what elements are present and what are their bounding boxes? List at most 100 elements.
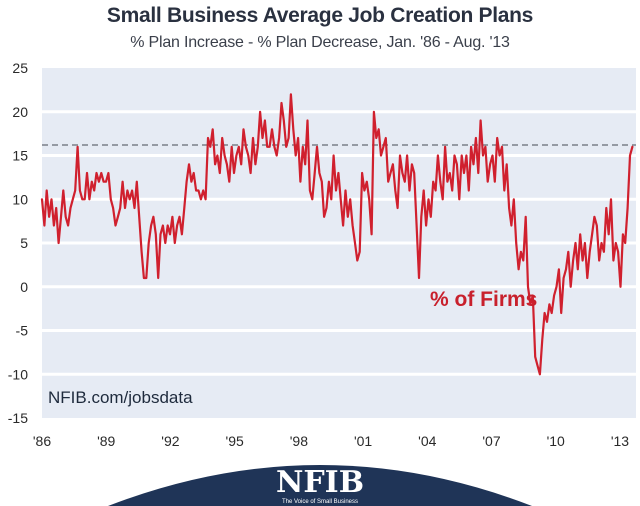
data-point <box>563 277 565 279</box>
data-point <box>529 303 532 305</box>
data-point <box>306 119 309 122</box>
data-point <box>107 172 109 174</box>
data-point <box>162 224 164 227</box>
data-point <box>285 146 287 148</box>
data-point <box>456 163 458 165</box>
data-point <box>482 154 484 157</box>
data-point <box>60 216 62 218</box>
data-point <box>197 189 200 192</box>
data-point <box>399 154 401 157</box>
data-point <box>532 294 534 297</box>
data-point <box>491 154 494 157</box>
data-point <box>119 207 121 209</box>
data-point <box>299 181 301 183</box>
y-tick-label: 20 <box>12 104 28 120</box>
data-point <box>252 137 254 139</box>
data-point <box>468 189 470 192</box>
data-point <box>361 172 363 174</box>
data-point <box>50 198 53 200</box>
data-point <box>536 364 539 367</box>
data-point <box>183 207 185 209</box>
data-point <box>311 198 313 200</box>
data-point <box>228 181 230 183</box>
data-point <box>77 146 79 148</box>
data-point <box>342 224 344 227</box>
data-point <box>501 146 503 148</box>
data-point <box>470 146 472 148</box>
data-point <box>167 224 169 227</box>
data-point <box>148 242 150 244</box>
data-point <box>579 233 581 235</box>
data-point <box>444 146 446 148</box>
data-point <box>586 277 588 279</box>
data-point <box>333 154 335 157</box>
gridlines <box>42 110 636 376</box>
data-point <box>622 233 624 235</box>
x-axis-ticks: '86 '89 '92 '95 '98 '01 '04 '07 '10 '13 <box>33 433 629 449</box>
y-tick-label: 5 <box>20 235 28 251</box>
data-point <box>150 224 152 227</box>
data-point <box>48 216 50 218</box>
data-point <box>506 163 508 165</box>
data-point <box>567 251 569 253</box>
data-point <box>209 146 211 148</box>
data-point <box>245 146 247 148</box>
data-point <box>534 356 536 358</box>
data-point <box>463 172 465 174</box>
data-point <box>250 172 252 174</box>
data-point <box>627 207 629 209</box>
data-point <box>565 268 567 270</box>
data-point <box>344 189 347 192</box>
data-point <box>302 146 304 148</box>
data-point <box>525 216 527 218</box>
data-point <box>178 216 181 218</box>
data-point <box>221 137 223 139</box>
data-point <box>242 128 245 130</box>
data-point <box>617 251 619 253</box>
data-point <box>631 146 634 148</box>
data-point <box>233 172 235 174</box>
data-point <box>112 207 114 209</box>
x-tick-label: '04 <box>418 433 436 449</box>
x-tick-label: '92 <box>161 433 179 449</box>
data-point <box>551 312 553 314</box>
data-point <box>427 198 430 200</box>
data-point <box>152 216 154 218</box>
data-point <box>461 154 463 157</box>
data-point <box>84 198 86 200</box>
data-point <box>513 198 515 200</box>
data-point <box>171 216 173 218</box>
data-point <box>309 189 311 192</box>
data-point <box>314 172 316 174</box>
data-point <box>335 189 337 192</box>
data-point <box>394 189 396 192</box>
data-point <box>143 277 145 279</box>
data-point <box>188 163 190 165</box>
data-point <box>496 137 498 139</box>
data-point <box>401 172 403 174</box>
data-point <box>451 189 453 192</box>
data-point <box>520 251 522 253</box>
data-point <box>297 137 299 139</box>
data-point <box>600 242 603 244</box>
data-point <box>176 224 178 227</box>
data-point <box>266 146 268 148</box>
data-point <box>416 224 418 227</box>
data-point <box>316 146 318 148</box>
data-point <box>548 303 551 305</box>
data-point <box>129 198 131 200</box>
data-point <box>423 189 425 192</box>
data-point <box>487 181 489 183</box>
data-point <box>321 181 323 183</box>
data-point <box>219 172 221 174</box>
data-point <box>408 189 411 192</box>
data-point <box>603 251 605 253</box>
data-point <box>589 251 591 253</box>
data-point <box>539 373 541 375</box>
data-point <box>328 181 330 183</box>
data-point <box>280 102 283 104</box>
data-point <box>356 259 358 262</box>
nfib-footer-banner: NFIB The Voice of Small Business <box>108 465 532 506</box>
data-point <box>629 154 631 157</box>
